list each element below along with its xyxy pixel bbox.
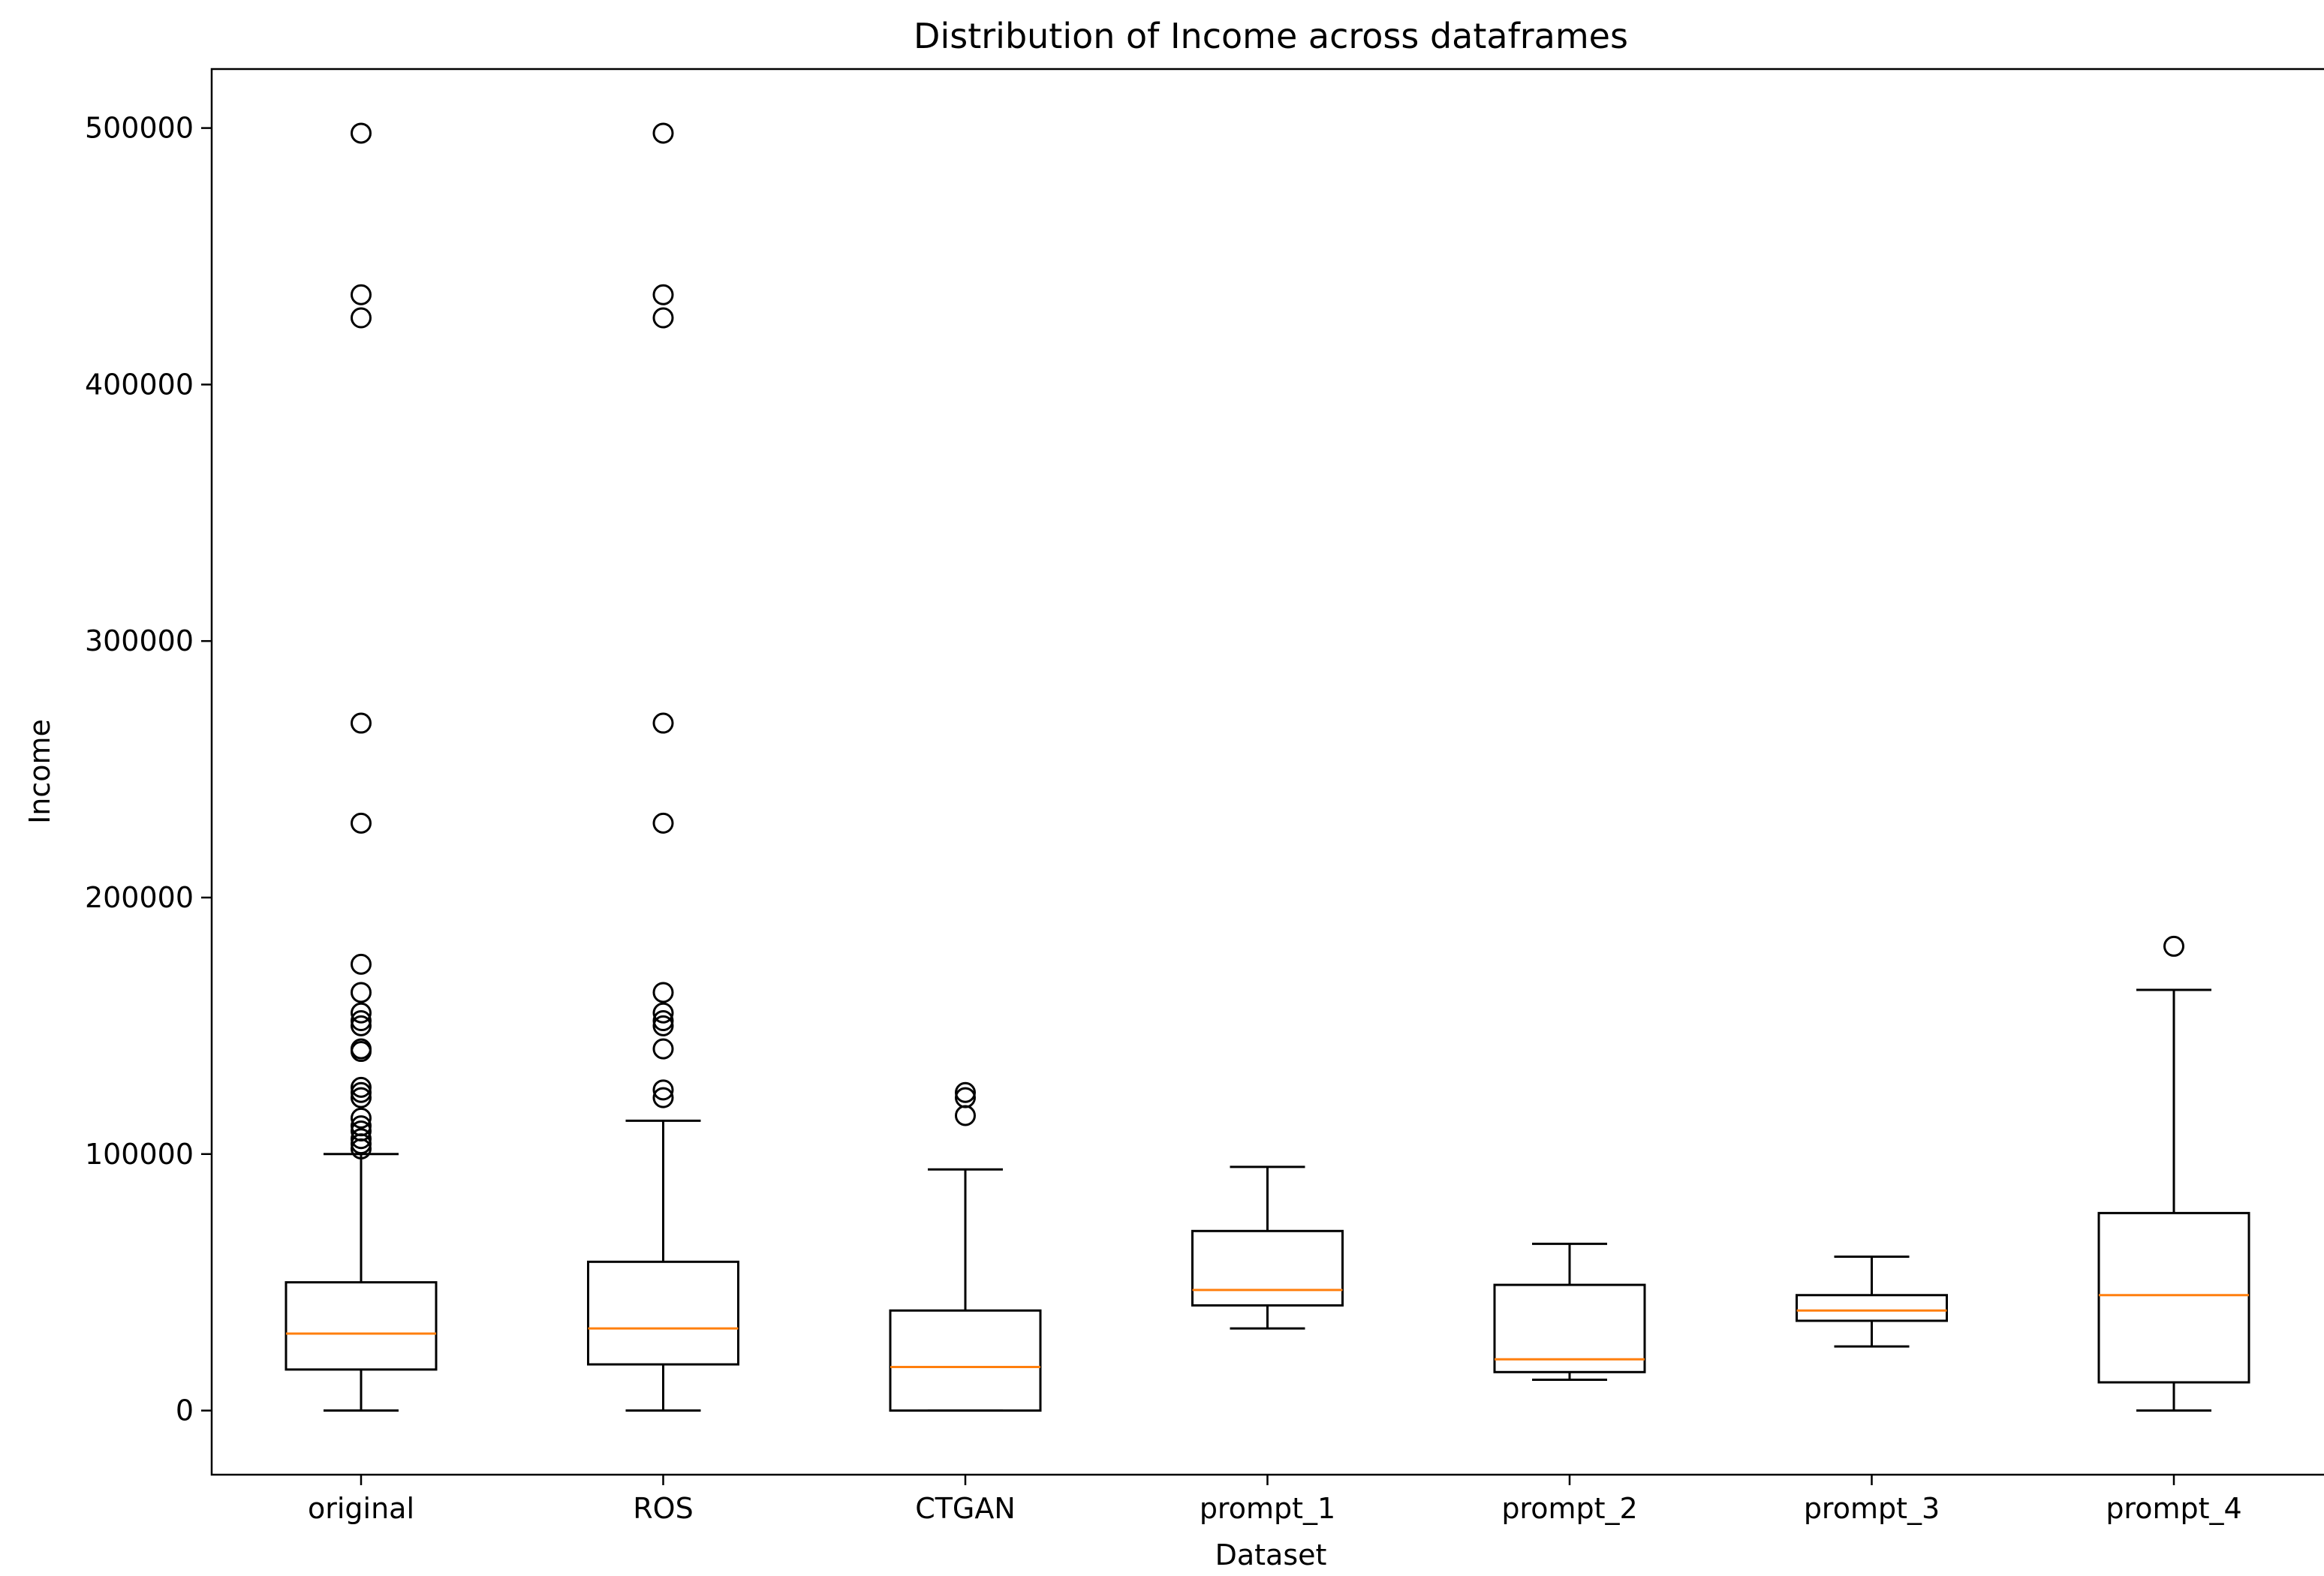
outlier-point (652, 1002, 674, 1024)
outlier-point (351, 812, 372, 834)
y-axis-label: Income (23, 719, 56, 824)
outlier-point (351, 953, 372, 975)
outlier-point (652, 812, 674, 834)
outlier-point (351, 1015, 372, 1036)
iqr-box (1796, 1294, 1948, 1322)
x-tick-label: prompt_4 (2106, 1492, 2241, 1525)
outlier-point (955, 1105, 976, 1126)
box-prompt_1 (1191, 1165, 1344, 1330)
outlier-point (351, 1081, 372, 1103)
iqr-box (889, 1309, 1042, 1412)
outlier-point (351, 1076, 372, 1098)
plot-frame (210, 68, 2324, 1476)
y-tick-label: 300000 (85, 624, 194, 657)
outlier-point (652, 982, 674, 1003)
iqr-box (1493, 1283, 1646, 1373)
outlier-point (652, 712, 674, 734)
chart-title: Distribution of Income across dataframes (914, 16, 1628, 56)
iqr-box (587, 1260, 739, 1366)
x-tick-label: prompt_3 (1804, 1492, 1940, 1525)
outlier-point (351, 1138, 372, 1159)
y-tick-label: 400000 (85, 368, 194, 401)
outlier-point (652, 1087, 674, 1108)
box-prompt_2 (1493, 1242, 1646, 1382)
outlier-point (351, 1107, 372, 1129)
outlier-point (652, 284, 674, 305)
x-axis: original ROS CTGAN prompt_1 prompt_2 prompt_3… (308, 1475, 2242, 1525)
outlier-point (351, 284, 372, 305)
iqr-box (1191, 1229, 1344, 1307)
plot-area (284, 122, 2250, 1412)
outlier-point (2163, 935, 2184, 957)
outlier-point (351, 122, 372, 144)
x-tick-label: prompt_2 (1501, 1492, 1637, 1525)
outlier-point (351, 1010, 372, 1032)
box-original (284, 122, 438, 1412)
x-tick-label: CTGAN (915, 1492, 1016, 1525)
outlier-point (351, 1087, 372, 1108)
y-tick-label: 200000 (85, 881, 194, 914)
y-tick-label: 0 (176, 1394, 194, 1427)
box-CTGAN (889, 1081, 1042, 1412)
y-tick-label: 100000 (85, 1138, 194, 1171)
outlier-point (652, 1015, 674, 1036)
outlier-point (652, 1079, 674, 1101)
box-prompt_4 (2097, 935, 2250, 1412)
outlier-point (652, 122, 674, 144)
y-tick-label: 500000 (85, 112, 194, 145)
x-tick-label: original (308, 1492, 414, 1525)
outlier-point (955, 1081, 976, 1103)
outlier-point (351, 1128, 372, 1150)
outlier-point (351, 1133, 372, 1155)
outlier-point (351, 307, 372, 329)
iqr-box (284, 1281, 438, 1371)
outlier-point (351, 982, 372, 1003)
outlier-point (652, 307, 674, 329)
x-axis-label: Dataset (1215, 1538, 1327, 1571)
iqr-box (2097, 1211, 2250, 1384)
outlier-point (652, 1038, 674, 1060)
box-prompt_3 (1796, 1255, 1948, 1348)
x-tick-label: ROS (633, 1492, 693, 1525)
y-axis: 0 100000 200000 300000 400000 500000 (85, 112, 212, 1427)
box-ROS (587, 122, 739, 1412)
outlier-point (351, 1002, 372, 1024)
outlier-point (351, 712, 372, 734)
outlier-point (652, 1010, 674, 1032)
outlier-point (351, 1041, 372, 1063)
x-tick-label: prompt_1 (1200, 1492, 1335, 1525)
